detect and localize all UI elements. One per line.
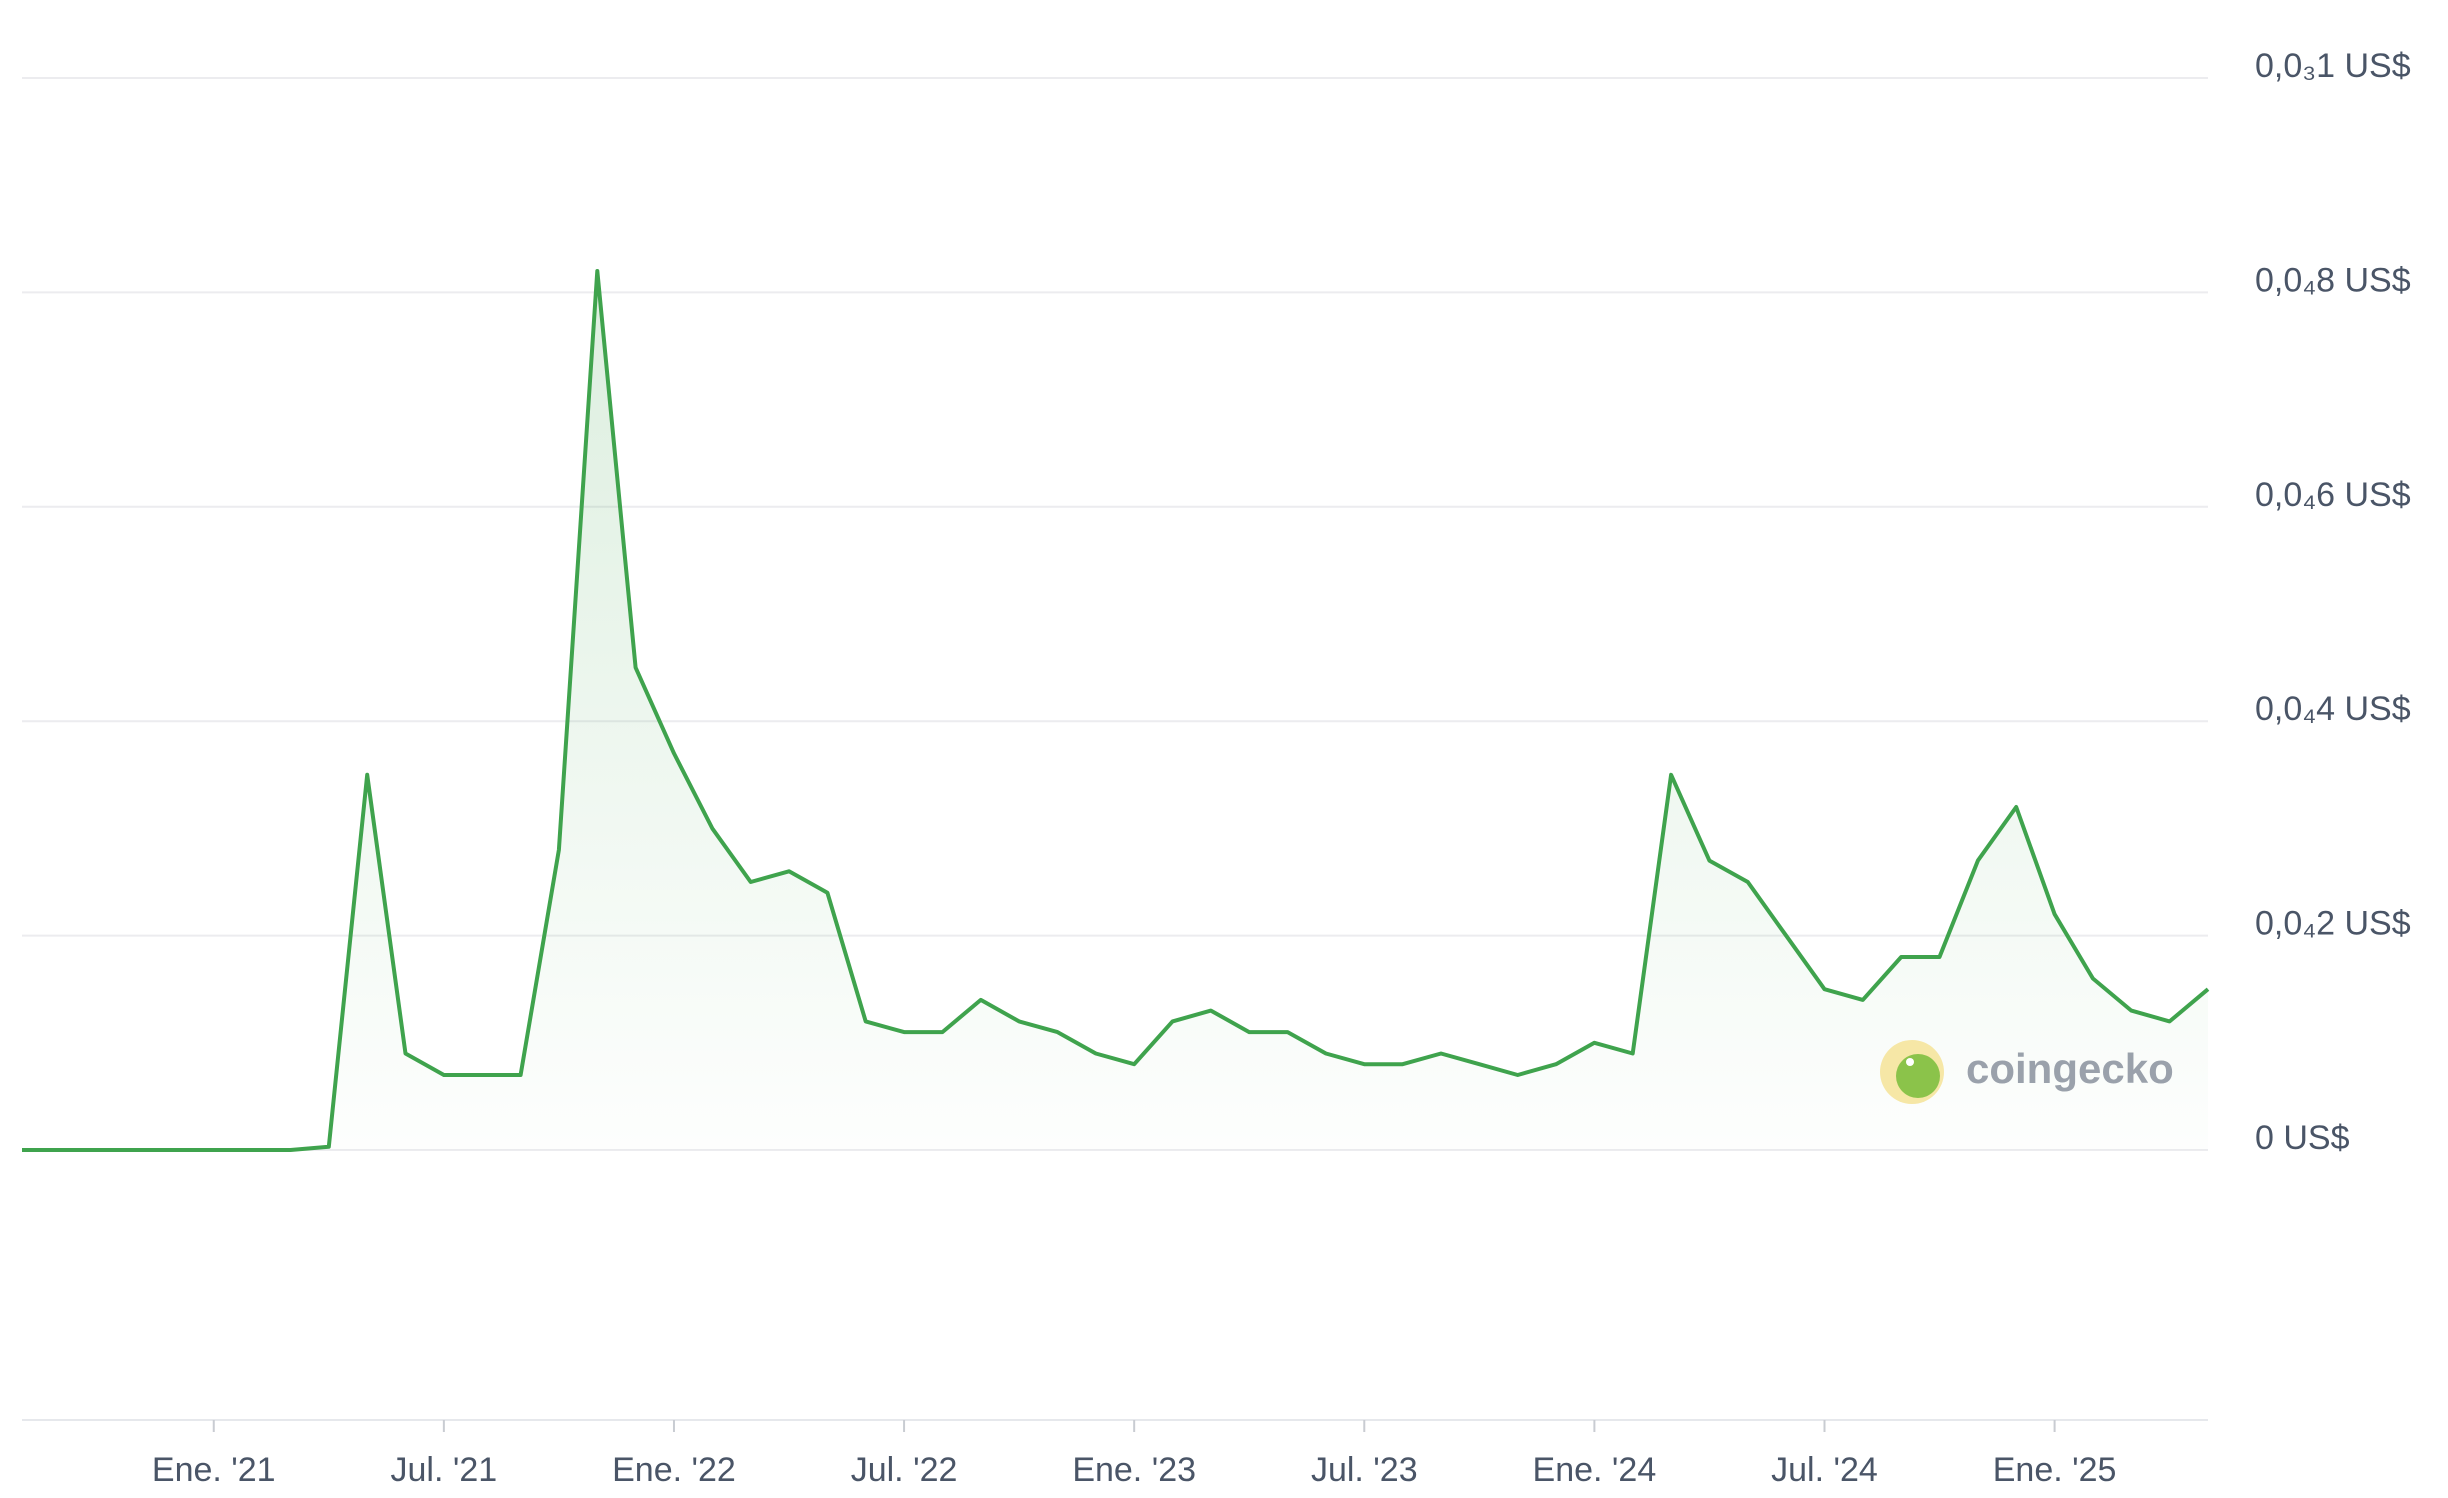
y-tick-label: 0,0₄4 US$ xyxy=(2255,690,2411,728)
area xyxy=(22,271,2208,1150)
y-tick-label: 0,0₄8 US$ xyxy=(2255,261,2411,299)
watermark: coingecko xyxy=(1880,1040,2174,1104)
x-tick-label: Jul. '23 xyxy=(1311,1451,1418,1489)
x-tick-label: Ene. '22 xyxy=(612,1451,736,1489)
x-tick-label: Ene. '21 xyxy=(152,1451,276,1489)
y-tick-label: 0,0₃1 US$ xyxy=(2255,47,2411,85)
x-tick-label: Jul. '22 xyxy=(851,1451,958,1489)
price-line xyxy=(22,269,2210,1152)
x-tick-label: Jul. '24 xyxy=(1771,1451,1878,1489)
x-tick-label: Ene. '25 xyxy=(1993,1451,2117,1489)
x-tick-label: Ene. '24 xyxy=(1533,1451,1657,1489)
watermark-text: coingecko xyxy=(1966,1045,2174,1092)
y-tick-label: 0,0₄2 US$ xyxy=(2255,905,2411,943)
x-tick-label: Jul. '21 xyxy=(391,1451,498,1489)
y-tick-label: 0 US$ xyxy=(2255,1119,2350,1157)
x-tick-label: Ene. '23 xyxy=(1072,1451,1196,1489)
y-tick-label: 0,0₄6 US$ xyxy=(2255,476,2411,514)
